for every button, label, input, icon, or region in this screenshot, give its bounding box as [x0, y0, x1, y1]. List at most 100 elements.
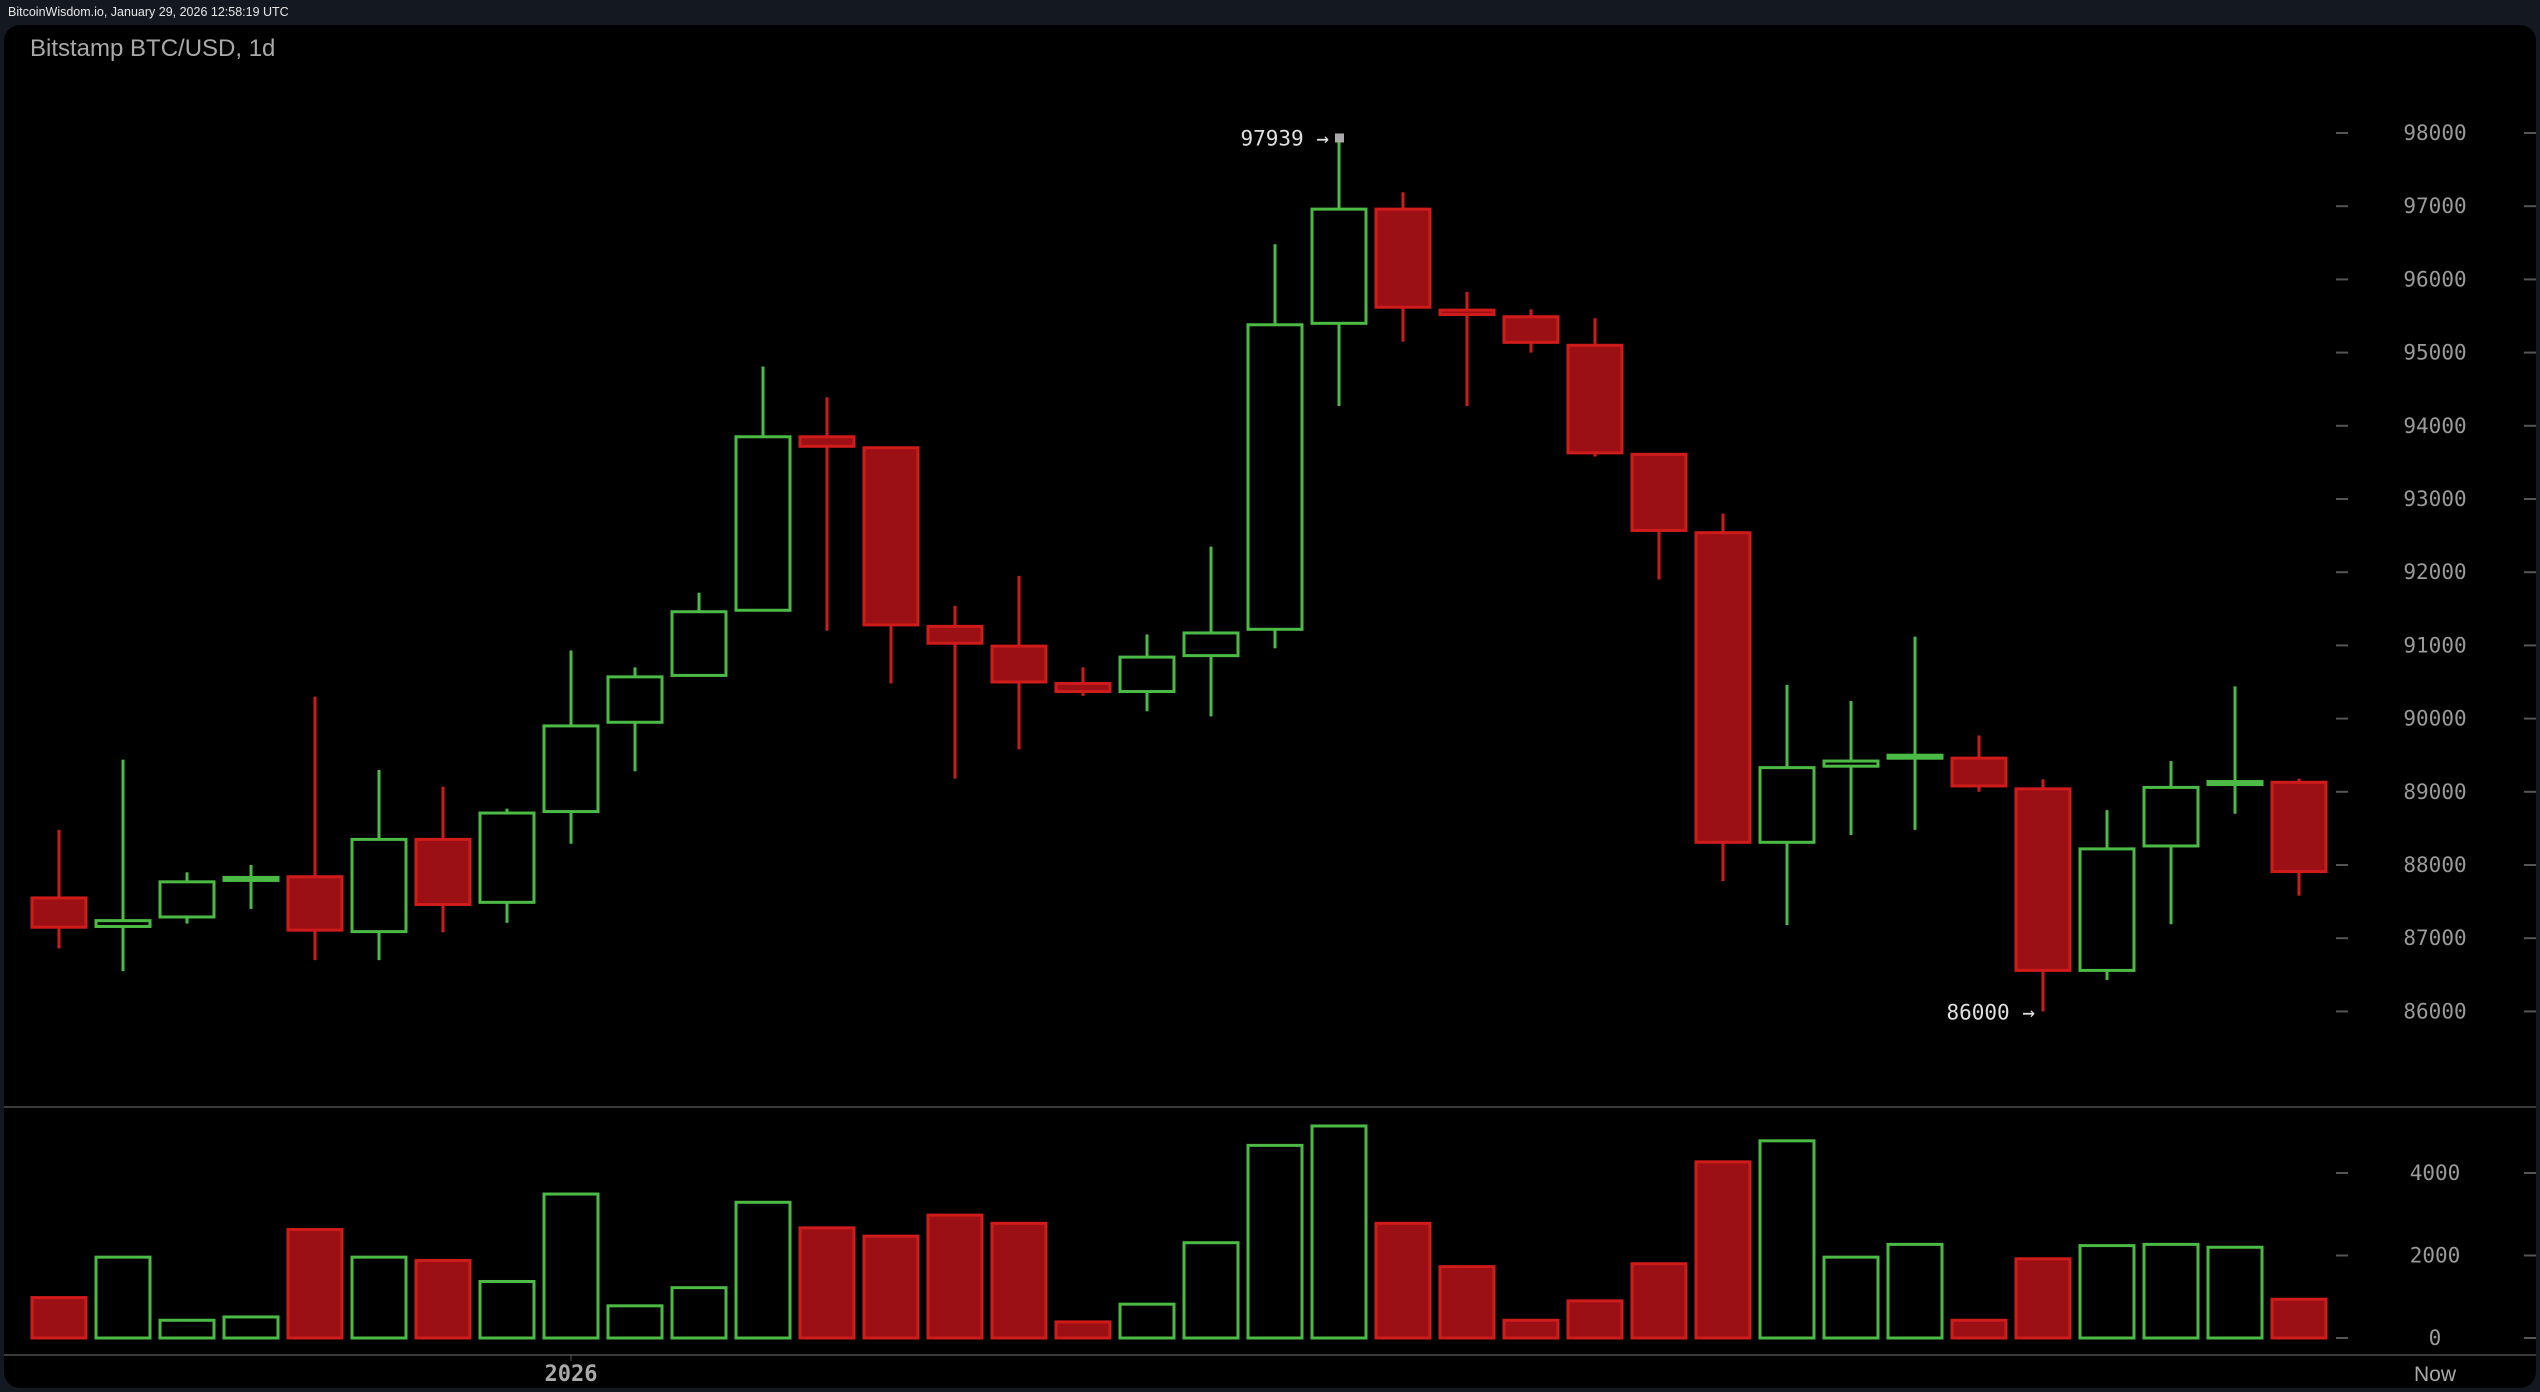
candle-body — [2078, 847, 2136, 972]
volume-bar[interactable] — [1054, 1320, 1112, 1340]
candle[interactable] — [94, 759, 152, 972]
candle[interactable] — [1694, 513, 1752, 882]
candle[interactable] — [2270, 778, 2328, 896]
price-tick-label: 92000 — [2403, 560, 2466, 584]
candle[interactable] — [158, 872, 216, 924]
candle[interactable] — [2206, 686, 2264, 814]
candle[interactable] — [1950, 735, 2008, 792]
volume-bar[interactable] — [990, 1221, 1048, 1340]
candle[interactable] — [862, 446, 920, 684]
volume-bar[interactable] — [2078, 1244, 2136, 1340]
volume-bars-layer — [30, 1124, 2328, 1340]
candle[interactable] — [30, 829, 88, 949]
candle[interactable] — [1630, 452, 1688, 580]
volume-bar[interactable] — [1310, 1124, 1368, 1340]
volume-bar[interactable] — [606, 1304, 664, 1340]
volume-bar[interactable] — [222, 1315, 280, 1340]
candle[interactable] — [1118, 634, 1176, 712]
volume-bar[interactable] — [286, 1228, 344, 1340]
candle[interactable] — [542, 650, 600, 844]
candle[interactable] — [1310, 137, 1368, 407]
volume-bar[interactable] — [158, 1318, 216, 1340]
volume-bar[interactable] — [1438, 1265, 1496, 1340]
volume-bar[interactable] — [1502, 1318, 1560, 1340]
candle-body — [926, 624, 984, 645]
volume-bar[interactable] — [1246, 1143, 1304, 1340]
volume-bar[interactable] — [1118, 1302, 1176, 1340]
candle[interactable] — [1566, 318, 1624, 457]
volume-bar[interactable] — [1566, 1299, 1624, 1340]
price-axis: 86000 87000 88000 89000 90000 91000 92000 93000… — [2336, 121, 2536, 1023]
candle[interactable] — [2014, 779, 2072, 1012]
volume-bar[interactable] — [414, 1258, 472, 1340]
candle-body — [798, 435, 856, 448]
pane-dividers — [4, 1106, 2536, 1361]
candle[interactable] — [478, 808, 536, 923]
candle-body — [734, 435, 792, 612]
candle-body — [606, 675, 664, 724]
volume-bar[interactable] — [1374, 1221, 1432, 1340]
candle-body — [1118, 655, 1176, 694]
price-tick-label: 87000 — [2403, 926, 2466, 950]
candle[interactable] — [1182, 546, 1240, 717]
candle-body — [1374, 207, 1432, 309]
volume-bar[interactable] — [2206, 1245, 2264, 1340]
volume-bar[interactable] — [1630, 1262, 1688, 1340]
candle[interactable] — [670, 592, 728, 677]
price-tick-label: 97000 — [2403, 194, 2466, 218]
candle[interactable] — [926, 605, 984, 779]
candle-body — [414, 837, 472, 907]
candle[interactable] — [1054, 667, 1112, 696]
price-tick-label: 93000 — [2403, 487, 2466, 511]
candle[interactable] — [286, 696, 344, 961]
candle-body — [1246, 323, 1304, 631]
volume-bar[interactable] — [478, 1279, 536, 1340]
x-label-now: Now — [2414, 1363, 2457, 1386]
volume-bar[interactable] — [670, 1286, 728, 1340]
low-annotation: 86000 → — [1946, 1000, 2035, 1024]
candle[interactable] — [1758, 684, 1816, 926]
volume-bar[interactable] — [94, 1255, 152, 1340]
volume-bar[interactable] — [1886, 1242, 1944, 1340]
candle-body — [2270, 780, 2328, 874]
volume-bar[interactable] — [1822, 1255, 1880, 1340]
candle[interactable] — [2078, 810, 2136, 980]
candle-body — [990, 644, 1048, 684]
candle[interactable] — [1374, 192, 1432, 342]
volume-bar[interactable] — [30, 1296, 88, 1340]
volume-bar[interactable] — [926, 1213, 984, 1340]
candle[interactable] — [1822, 701, 1880, 835]
volume-tick-label: 0 — [2429, 1326, 2442, 1350]
candle-body — [1950, 756, 2008, 788]
candle-body — [670, 610, 728, 677]
candle[interactable] — [1438, 291, 1496, 407]
candle[interactable] — [1502, 309, 1560, 353]
candle[interactable] — [734, 366, 792, 612]
volume-bar[interactable] — [1950, 1318, 2008, 1340]
candle[interactable] — [414, 786, 472, 933]
volume-bar[interactable] — [1758, 1139, 1816, 1340]
candle-body — [1886, 753, 1944, 760]
candle-body — [1630, 452, 1688, 532]
volume-bar[interactable] — [798, 1226, 856, 1340]
volume-bar[interactable] — [350, 1255, 408, 1340]
volume-bar[interactable] — [2270, 1297, 2328, 1340]
candle[interactable] — [990, 575, 1048, 750]
volume-bar[interactable] — [1182, 1241, 1240, 1340]
candle[interactable] — [606, 667, 664, 772]
volume-bar[interactable] — [862, 1234, 920, 1340]
candle[interactable] — [222, 865, 280, 909]
candle[interactable] — [1886, 636, 1944, 830]
candle[interactable] — [1246, 244, 1304, 649]
candle[interactable] — [2142, 761, 2200, 925]
price-tick-label: 89000 — [2403, 780, 2466, 804]
volume-bar[interactable] — [2014, 1257, 2072, 1340]
volume-bar[interactable] — [734, 1200, 792, 1340]
volume-bar[interactable] — [1694, 1160, 1752, 1340]
volume-bar[interactable] — [542, 1192, 600, 1340]
candle[interactable] — [350, 769, 408, 961]
volume-bar[interactable] — [2142, 1242, 2200, 1340]
candle[interactable] — [798, 397, 856, 631]
candle-body — [158, 880, 216, 919]
